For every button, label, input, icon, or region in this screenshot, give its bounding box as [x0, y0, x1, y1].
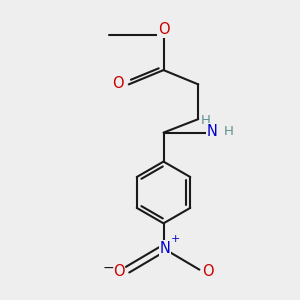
- Text: −: −: [103, 261, 114, 275]
- Text: N: N: [206, 124, 217, 139]
- Text: O: O: [202, 264, 214, 279]
- Text: O: O: [112, 76, 124, 91]
- Text: O: O: [158, 22, 169, 37]
- Text: O: O: [113, 264, 124, 279]
- Text: H: H: [201, 114, 211, 127]
- Text: +: +: [170, 234, 180, 244]
- Text: H: H: [224, 125, 233, 138]
- Text: N: N: [159, 241, 170, 256]
